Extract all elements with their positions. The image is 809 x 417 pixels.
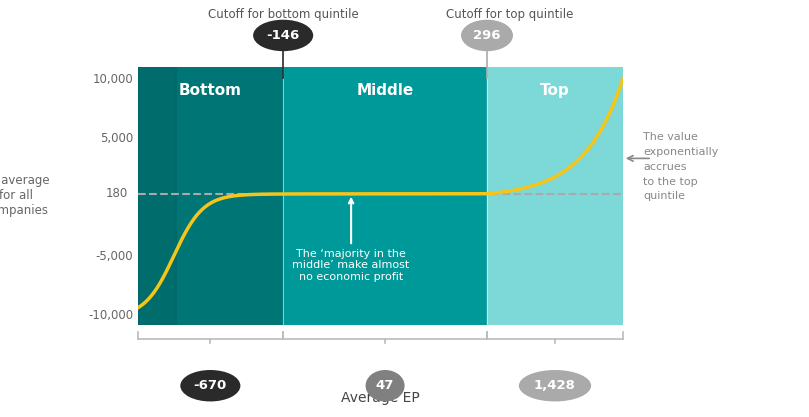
Text: -670: -670 [193,379,227,392]
Bar [283,67,487,325]
Text: The value
exponentially
accrues
to the top
quintile: The value exponentially accrues to the t… [643,132,718,201]
Text: 1,428: 1,428 [534,379,576,392]
Text: The ‘majority in the
middle’ make almost
no economic profit: The ‘majority in the middle’ make almost… [293,199,409,282]
Text: Cutoff for top quintile: Cutoff for top quintile [446,8,574,21]
Text: 47: 47 [376,379,394,392]
Text: Average EP: Average EP [341,391,420,405]
Bar [487,67,623,325]
Bar [138,67,283,325]
Text: -146: -146 [266,29,300,42]
Text: EP average
for all
companies: EP average for all companies [0,174,49,218]
Text: Bottom: Bottom [179,83,242,98]
Text: 296: 296 [473,29,501,42]
Text: Cutoff for bottom quintile: Cutoff for bottom quintile [208,8,358,21]
Text: Middle: Middle [357,83,413,98]
Text: Top: Top [540,83,570,98]
Text: 180: 180 [105,187,128,201]
Bar [138,67,176,325]
